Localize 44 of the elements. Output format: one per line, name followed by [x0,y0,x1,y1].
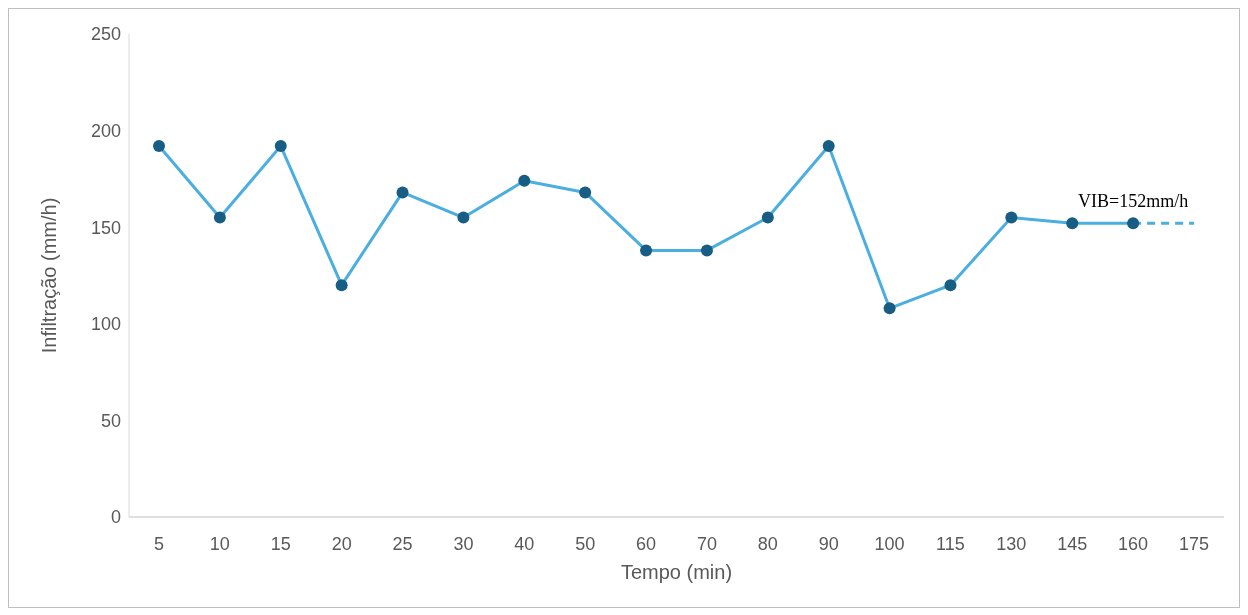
x-tick-label: 10 [209,533,230,554]
x-tick-label: 130 [996,533,1027,554]
point [640,244,653,257]
x-tick-label: 20 [331,533,352,554]
point [396,186,409,199]
point [883,302,896,315]
y-tick-label: 150 [90,217,121,238]
point [1066,217,1079,230]
x-tick-label: 80 [757,533,778,554]
y-tick-label: 250 [90,24,121,45]
x-tick-label: 175 [1178,533,1210,554]
x-tick-label: 100 [874,533,905,554]
x-axis-title: Tempo (min) [620,561,733,583]
point [761,211,774,224]
x-tick-label: 50 [575,533,596,554]
point [1127,217,1140,230]
point [822,140,835,153]
x-tick-label: 145 [1057,533,1088,554]
point [700,244,713,257]
x-tick-label: 115 [936,533,965,554]
annotation: VIB=152mm/h [1078,191,1189,212]
point [944,279,957,292]
x-tick-label: 25 [392,533,413,554]
point [1005,211,1018,224]
point [579,186,592,199]
y-axis-title: Infiltração (mm/h) [38,197,61,354]
x-tick-label: 40 [514,533,535,554]
x-tick-label: 30 [453,533,474,554]
y-tick-label: 50 [100,410,121,431]
point [335,279,348,292]
point [518,174,531,187]
point [153,140,165,153]
point [457,211,470,224]
point [213,211,226,224]
y-tick-label: 200 [90,120,121,141]
point [274,140,287,153]
x-tick-label: 160 [1118,533,1149,554]
y-tick-label: 100 [90,314,121,335]
x-tick-label: 90 [818,533,839,554]
x-tick-label: 60 [636,533,657,554]
x-tick-label: 15 [270,533,291,554]
x-tick-label: 5 [153,533,165,554]
y-tick-label: 0 [110,507,121,528]
x-tick-label: 70 [696,533,717,554]
